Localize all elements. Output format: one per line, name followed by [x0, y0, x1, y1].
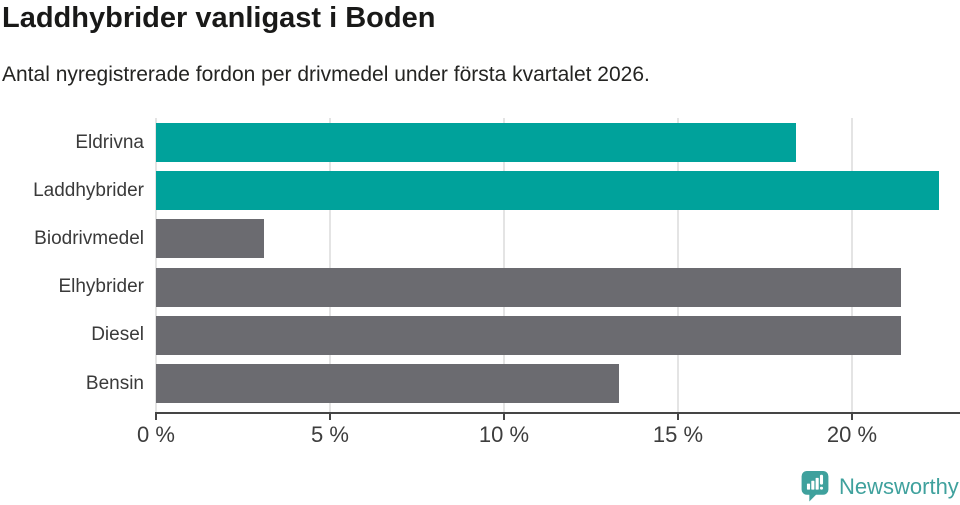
x-tick-mark	[503, 414, 505, 420]
x-tick-mark	[851, 414, 853, 420]
bar	[156, 267, 901, 307]
x-tick-label: 0 %	[137, 422, 175, 447]
category-label: Eldrivna	[75, 131, 144, 153]
x-tick-label: 15 %	[652, 422, 704, 447]
x-tick-mark	[329, 414, 331, 420]
chart-title: Laddhybrider vanligast i Boden	[2, 2, 436, 34]
newsworthy-logo-icon	[800, 470, 830, 503]
category-label: Laddhybrider	[33, 179, 144, 201]
x-axis-line	[155, 412, 960, 414]
gridline	[851, 118, 853, 412]
brand-footer: Newsworthy	[800, 470, 959, 503]
bar	[156, 315, 901, 355]
category-label: Diesel	[91, 324, 144, 346]
category-label: Biodrivmedel	[34, 227, 144, 249]
bar	[156, 219, 264, 259]
brand-name: Newsworthy	[839, 473, 959, 499]
bar	[156, 123, 797, 162]
bar	[156, 171, 939, 211]
gridline	[155, 118, 157, 412]
gridline	[677, 118, 679, 412]
category-label: Elhybrider	[58, 276, 144, 298]
x-tick-mark	[677, 414, 679, 420]
x-tick-label: 10 %	[478, 422, 530, 447]
x-tick-label: 5 %	[311, 422, 349, 447]
bar	[156, 364, 619, 403]
x-tick-mark	[155, 414, 157, 420]
x-tick-label: 20 %	[826, 422, 878, 447]
chart-subtitle: Antal nyregistrerade fordon per drivmede…	[2, 63, 650, 86]
gridline	[329, 118, 331, 412]
gridline	[503, 118, 505, 412]
category-label: Bensin	[85, 372, 144, 394]
